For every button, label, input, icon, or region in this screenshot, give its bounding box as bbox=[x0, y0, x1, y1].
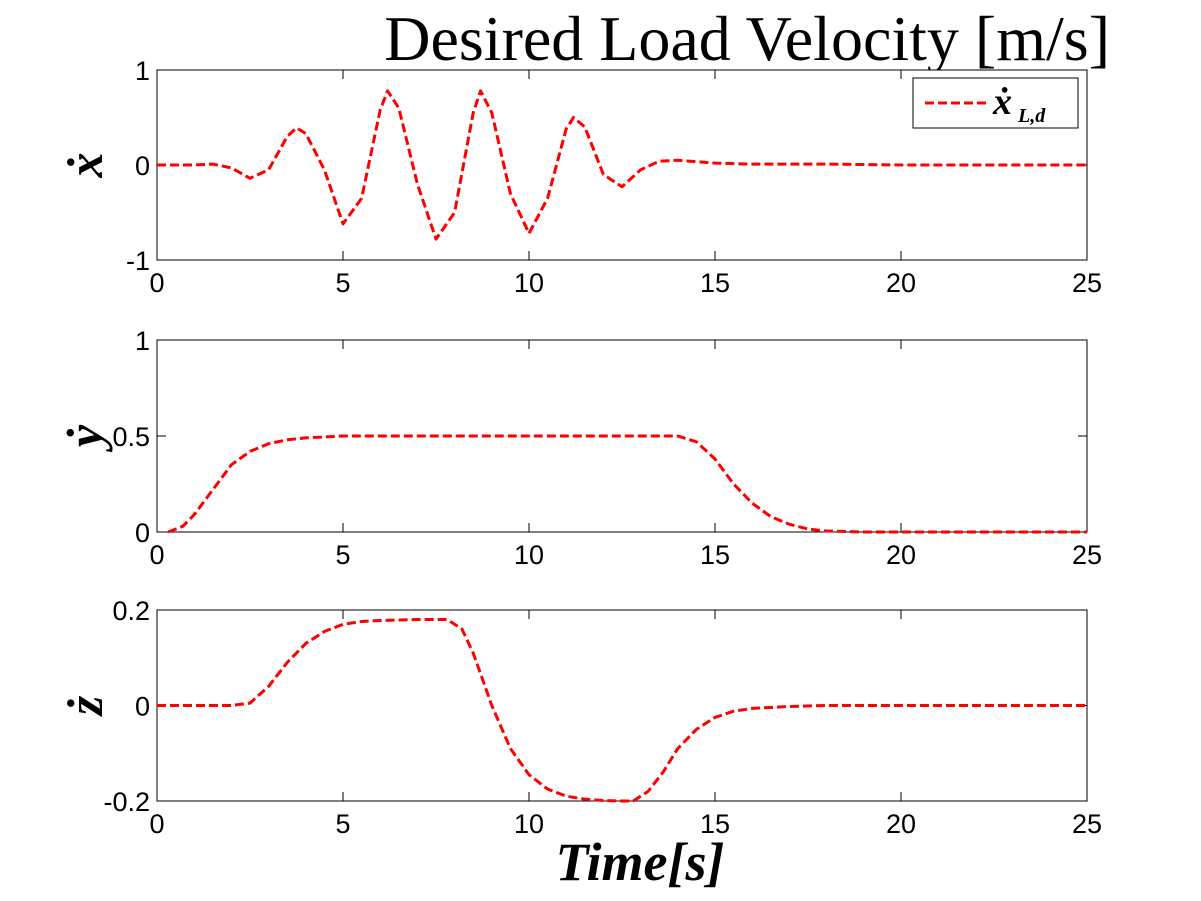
y-axis-label: ẋ bbox=[57, 153, 113, 179]
x-tick-label: 10 bbox=[514, 809, 544, 839]
x-tick-label: 0 bbox=[149, 540, 164, 570]
legend-label: ẋ bbox=[992, 81, 1012, 123]
x-tick-label: 25 bbox=[1072, 809, 1102, 839]
y-tick-label: -1 bbox=[126, 246, 150, 276]
x-tick-label: 5 bbox=[335, 540, 350, 570]
x-tick-label: 10 bbox=[514, 268, 544, 298]
x-tick-label: 5 bbox=[335, 268, 350, 298]
series-line bbox=[157, 618, 1087, 803]
y-tick-label: 0 bbox=[135, 151, 150, 181]
y-axis-label: ż bbox=[57, 695, 113, 717]
x-tick-label: 25 bbox=[1072, 268, 1102, 298]
x-tick-label: 20 bbox=[886, 540, 916, 570]
y-tick-label: 1 bbox=[135, 326, 150, 356]
figure-title: Desired Load Velocity [m/s] bbox=[384, 3, 1110, 74]
legend: ẋ L,d bbox=[912, 77, 1079, 129]
x-tick-label: 15 bbox=[700, 809, 730, 839]
y-tick-label: 0 bbox=[135, 518, 150, 548]
y-tick-label: 0 bbox=[135, 692, 150, 722]
legend-subscript: L,d bbox=[1017, 105, 1046, 127]
x-tick-label: 20 bbox=[886, 809, 916, 839]
x-axis-label: Time[s] bbox=[556, 832, 725, 892]
y-tick-label: 1 bbox=[135, 56, 150, 86]
plot-area bbox=[156, 609, 1088, 802]
x-tick-label: 0 bbox=[149, 809, 164, 839]
x-tick-label: 15 bbox=[700, 540, 730, 570]
series-line bbox=[157, 89, 1087, 241]
x-tick-label: 20 bbox=[886, 268, 916, 298]
subplot-2: 0 5 10 15 20 25 0 0.5 1 ẏ bbox=[57, 326, 1102, 570]
y-tick-label: 0.5 bbox=[112, 422, 150, 452]
subplot-3: 0 5 10 15 20 25-0.200.2ż bbox=[57, 596, 1102, 839]
x-tick-label: 10 bbox=[514, 540, 544, 570]
series-line bbox=[167, 434, 1087, 534]
plot-area bbox=[156, 339, 1088, 533]
x-tick-label: 5 bbox=[335, 809, 350, 839]
x-tick-label: 0 bbox=[149, 268, 164, 298]
y-axis-label: ẏ bbox=[57, 424, 113, 452]
x-tick-label: 15 bbox=[700, 268, 730, 298]
y-tick-label: -0.2 bbox=[103, 787, 150, 817]
x-tick-label: 25 bbox=[1072, 540, 1102, 570]
y-tick-label: 0.2 bbox=[112, 596, 150, 626]
